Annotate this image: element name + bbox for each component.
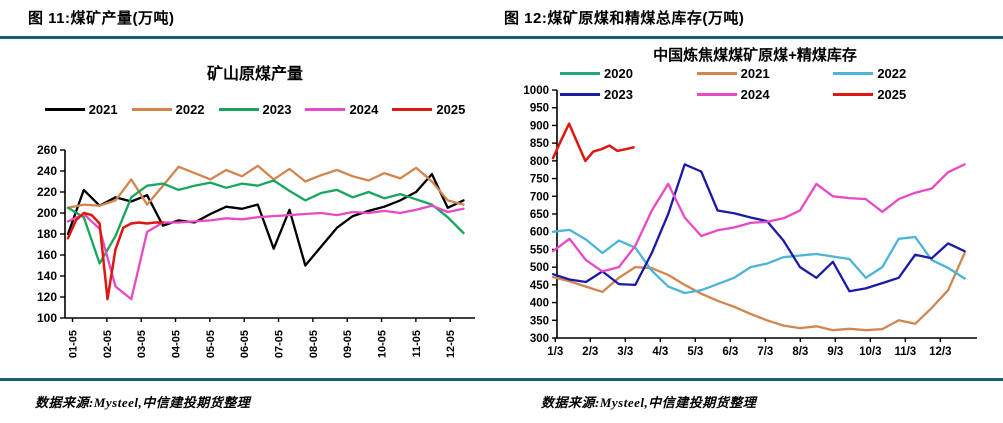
legend-swatch-2024 <box>696 93 737 96</box>
svg-text:06-05: 06-05 <box>239 330 251 358</box>
top-divider-rule <box>0 36 1003 39</box>
svg-text:07-05: 07-05 <box>274 330 286 358</box>
legend-swatch-2025 <box>392 108 433 111</box>
legend-item-2022: 2022 <box>833 66 960 81</box>
legend-swatch-2021 <box>696 72 737 75</box>
svg-text:12/3: 12/3 <box>929 346 951 358</box>
legend-label-2021: 2021 <box>740 66 770 81</box>
svg-text:550: 550 <box>530 244 549 256</box>
svg-text:1000: 1000 <box>523 85 549 97</box>
svg-text:12-05: 12-05 <box>445 330 457 358</box>
legend-swatch-2024 <box>305 108 346 111</box>
svg-text:200: 200 <box>37 206 57 220</box>
svg-text:500: 500 <box>530 262 549 274</box>
legend-label-2023: 2023 <box>262 102 292 117</box>
svg-text:5/3: 5/3 <box>687 346 703 358</box>
legend-label-2023: 2023 <box>604 87 633 102</box>
legend-swatch-2022 <box>131 108 172 111</box>
legend-label-2025: 2025 <box>877 87 907 102</box>
svg-text:750: 750 <box>530 174 549 186</box>
legend-label-2022: 2022 <box>877 66 907 81</box>
legend-label-2025: 2025 <box>436 102 466 117</box>
legend-label-2024: 2024 <box>740 87 770 102</box>
svg-text:3/3: 3/3 <box>617 346 633 358</box>
legend-item-2023: 2023 <box>218 102 292 117</box>
svg-text:900: 900 <box>530 120 549 132</box>
svg-text:09-05: 09-05 <box>342 330 354 358</box>
legend-swatch-2023 <box>218 108 259 111</box>
svg-text:1/3: 1/3 <box>547 346 563 358</box>
right-figure-title: 图 12:煤矿原煤和精煤总库存(万吨) <box>504 10 745 27</box>
legend-item-2024: 2024 <box>696 87 824 102</box>
left-chart-title: 矿山原煤产量 <box>206 66 303 83</box>
left-chart-legend: 2021 2022 2023 2024 2025 <box>30 102 480 117</box>
svg-text:260: 260 <box>37 143 57 157</box>
svg-text:9/3: 9/3 <box>827 346 843 358</box>
svg-text:2/3: 2/3 <box>582 346 598 358</box>
left-figure-title: 图 11:煤矿产量(万吨) <box>28 10 175 27</box>
left-source-note: 数据来源:Mysteel,中信建投期货整理 <box>35 395 251 410</box>
svg-text:10-05: 10-05 <box>377 330 389 358</box>
svg-text:180: 180 <box>37 227 57 241</box>
legend-label-2024: 2024 <box>349 102 379 117</box>
legend-label-2022: 2022 <box>175 102 205 117</box>
svg-text:700: 700 <box>530 191 549 203</box>
coal-production-chart: 260 240 220 200 180 160 140 120 100 01-05 02-05 03-… <box>10 125 490 375</box>
right-source-note: 数据来源:Mysteel,中信建投期货整理 <box>541 395 757 410</box>
legend-item-2022: 2022 <box>131 102 205 117</box>
legend-swatch-2025 <box>833 93 874 96</box>
svg-text:220: 220 <box>37 185 57 199</box>
legend-item-2021: 2021 <box>696 66 824 81</box>
legend-label-2020: 2020 <box>604 66 633 81</box>
right-chart-legend: 2020 2021 2022 2023 2024 2025 <box>560 66 960 102</box>
legend-item-2021: 2021 <box>44 102 118 117</box>
legend-item-2024: 2024 <box>305 102 378 117</box>
svg-text:7/3: 7/3 <box>757 346 773 358</box>
svg-text:800: 800 <box>530 156 549 168</box>
svg-text:03-05: 03-05 <box>136 330 148 358</box>
svg-text:01-05: 01-05 <box>68 330 80 358</box>
svg-text:400: 400 <box>530 298 549 310</box>
svg-text:08-05: 08-05 <box>308 330 320 358</box>
svg-text:650: 650 <box>530 209 549 221</box>
svg-text:100: 100 <box>37 311 57 325</box>
right-chart-title: 中国炼焦煤煤矿原煤+精煤库存 <box>653 47 857 64</box>
svg-text:120: 120 <box>37 290 57 304</box>
svg-text:6/3: 6/3 <box>722 346 738 358</box>
svg-text:300: 300 <box>530 333 549 345</box>
svg-text:350: 350 <box>530 315 549 327</box>
svg-text:850: 850 <box>530 138 549 150</box>
svg-text:450: 450 <box>530 280 549 292</box>
svg-text:4/3: 4/3 <box>652 346 668 358</box>
bottom-divider-rule <box>0 378 1003 381</box>
svg-text:11-05: 11-05 <box>411 330 423 358</box>
legend-item-2025: 2025 <box>392 102 465 117</box>
legend-label-2021: 2021 <box>88 102 118 117</box>
svg-text:11/3: 11/3 <box>894 346 916 358</box>
svg-text:160: 160 <box>37 248 57 262</box>
svg-text:8/3: 8/3 <box>792 346 808 358</box>
svg-text:950: 950 <box>530 103 549 115</box>
coal-inventory-chart: 1000 950 900 850 800 750 700 650 600 550 500 450 400… <box>505 85 1003 377</box>
legend-swatch-2020 <box>560 72 600 75</box>
legend-swatch-2021 <box>44 108 85 111</box>
legend-item-2025: 2025 <box>833 87 960 102</box>
legend-item-2020: 2020 <box>560 66 687 81</box>
legend-swatch-2022 <box>833 72 874 75</box>
svg-text:240: 240 <box>37 164 57 178</box>
svg-text:140: 140 <box>37 269 57 283</box>
legend-item-2023: 2023 <box>560 87 687 102</box>
svg-text:10/3: 10/3 <box>859 346 881 358</box>
svg-text:05-05: 05-05 <box>205 330 217 358</box>
svg-text:600: 600 <box>530 227 549 239</box>
legend-swatch-2023 <box>560 93 600 96</box>
svg-text:02-05: 02-05 <box>102 330 114 358</box>
svg-text:04-05: 04-05 <box>171 330 183 358</box>
